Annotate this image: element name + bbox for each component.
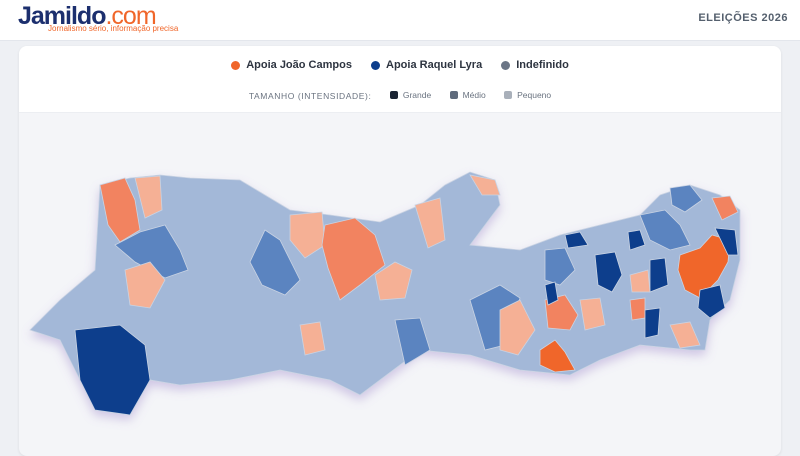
legend-label: Indefinido — [516, 59, 569, 71]
size-item: Médio — [449, 90, 486, 100]
municipality[interactable] — [99, 177, 141, 243]
legend-item[interactable]: Apoia Raquel Lyra — [371, 59, 482, 71]
municipality[interactable] — [124, 261, 166, 309]
legend-row: Apoia João Campos Apoia Raquel Lyra Inde… — [19, 59, 781, 73]
municipality[interactable] — [697, 284, 726, 319]
municipality[interactable] — [677, 234, 731, 299]
municipality[interactable] — [639, 209, 691, 251]
size-label: Pequeno — [517, 90, 552, 100]
municipality[interactable] — [544, 247, 576, 286]
municipality[interactable] — [414, 197, 446, 249]
municipality[interactable] — [374, 261, 413, 301]
logo-text[interactable]: Jamildo — [18, 2, 106, 30]
size-label: Grande — [402, 90, 432, 100]
logo-suffix[interactable]: .com — [105, 2, 156, 30]
tagline: Jornalismo sério, informação precisa — [48, 24, 179, 33]
municipality[interactable] — [544, 281, 559, 306]
size-title: TAMANHO (INTENSIDADE): — [248, 91, 372, 101]
municipality[interactable] — [114, 224, 189, 279]
legend-item[interactable]: Apoia João Campos — [231, 59, 352, 71]
municipality[interactable] — [544, 294, 579, 331]
municipality[interactable] — [394, 317, 431, 366]
municipality[interactable] — [321, 217, 386, 301]
size-legend: TAMANHO (INTENSIDADE): Grande Médio Pequ… — [19, 90, 781, 101]
municipality[interactable] — [564, 231, 589, 249]
municipality[interactable] — [134, 175, 163, 219]
municipality[interactable] — [299, 321, 326, 356]
top-bar: Jamildo.com Jornalismo sério, informação… — [0, 0, 800, 41]
municipality[interactable] — [714, 227, 739, 256]
municipality[interactable] — [711, 195, 739, 221]
section-title: ELEIÇÕES 2026 — [698, 12, 788, 24]
legend: Apoia João Campos Apoia Raquel Lyra Inde… — [19, 46, 781, 113]
municipalities — [29, 171, 741, 416]
legend-label: Apoia João Campos — [246, 59, 352, 71]
municipality[interactable] — [644, 307, 661, 339]
municipality[interactable] — [539, 339, 576, 373]
municipality[interactable] — [594, 251, 623, 293]
municipality[interactable] — [629, 297, 646, 321]
size-label: Médio — [462, 90, 486, 100]
size-item: Grande — [389, 90, 432, 100]
legend-item[interactable]: Indefinido — [501, 59, 569, 71]
municipality[interactable] — [629, 269, 651, 293]
municipality[interactable] — [649, 257, 669, 293]
municipality[interactable] — [74, 324, 151, 416]
municipality[interactable] — [499, 299, 536, 356]
logo[interactable]: Jamildo.com — [18, 2, 157, 31]
legend-label: Apoia Raquel Lyra — [386, 59, 483, 71]
municipality[interactable] — [669, 321, 701, 349]
municipality[interactable] — [579, 297, 606, 331]
municipality[interactable] — [627, 229, 646, 251]
municipality[interactable] — [249, 229, 301, 296]
municipality[interactable] — [469, 174, 501, 196]
size-item: Pequeno — [504, 90, 551, 100]
municipality[interactable] — [669, 184, 703, 213]
municipality[interactable] — [289, 211, 326, 259]
